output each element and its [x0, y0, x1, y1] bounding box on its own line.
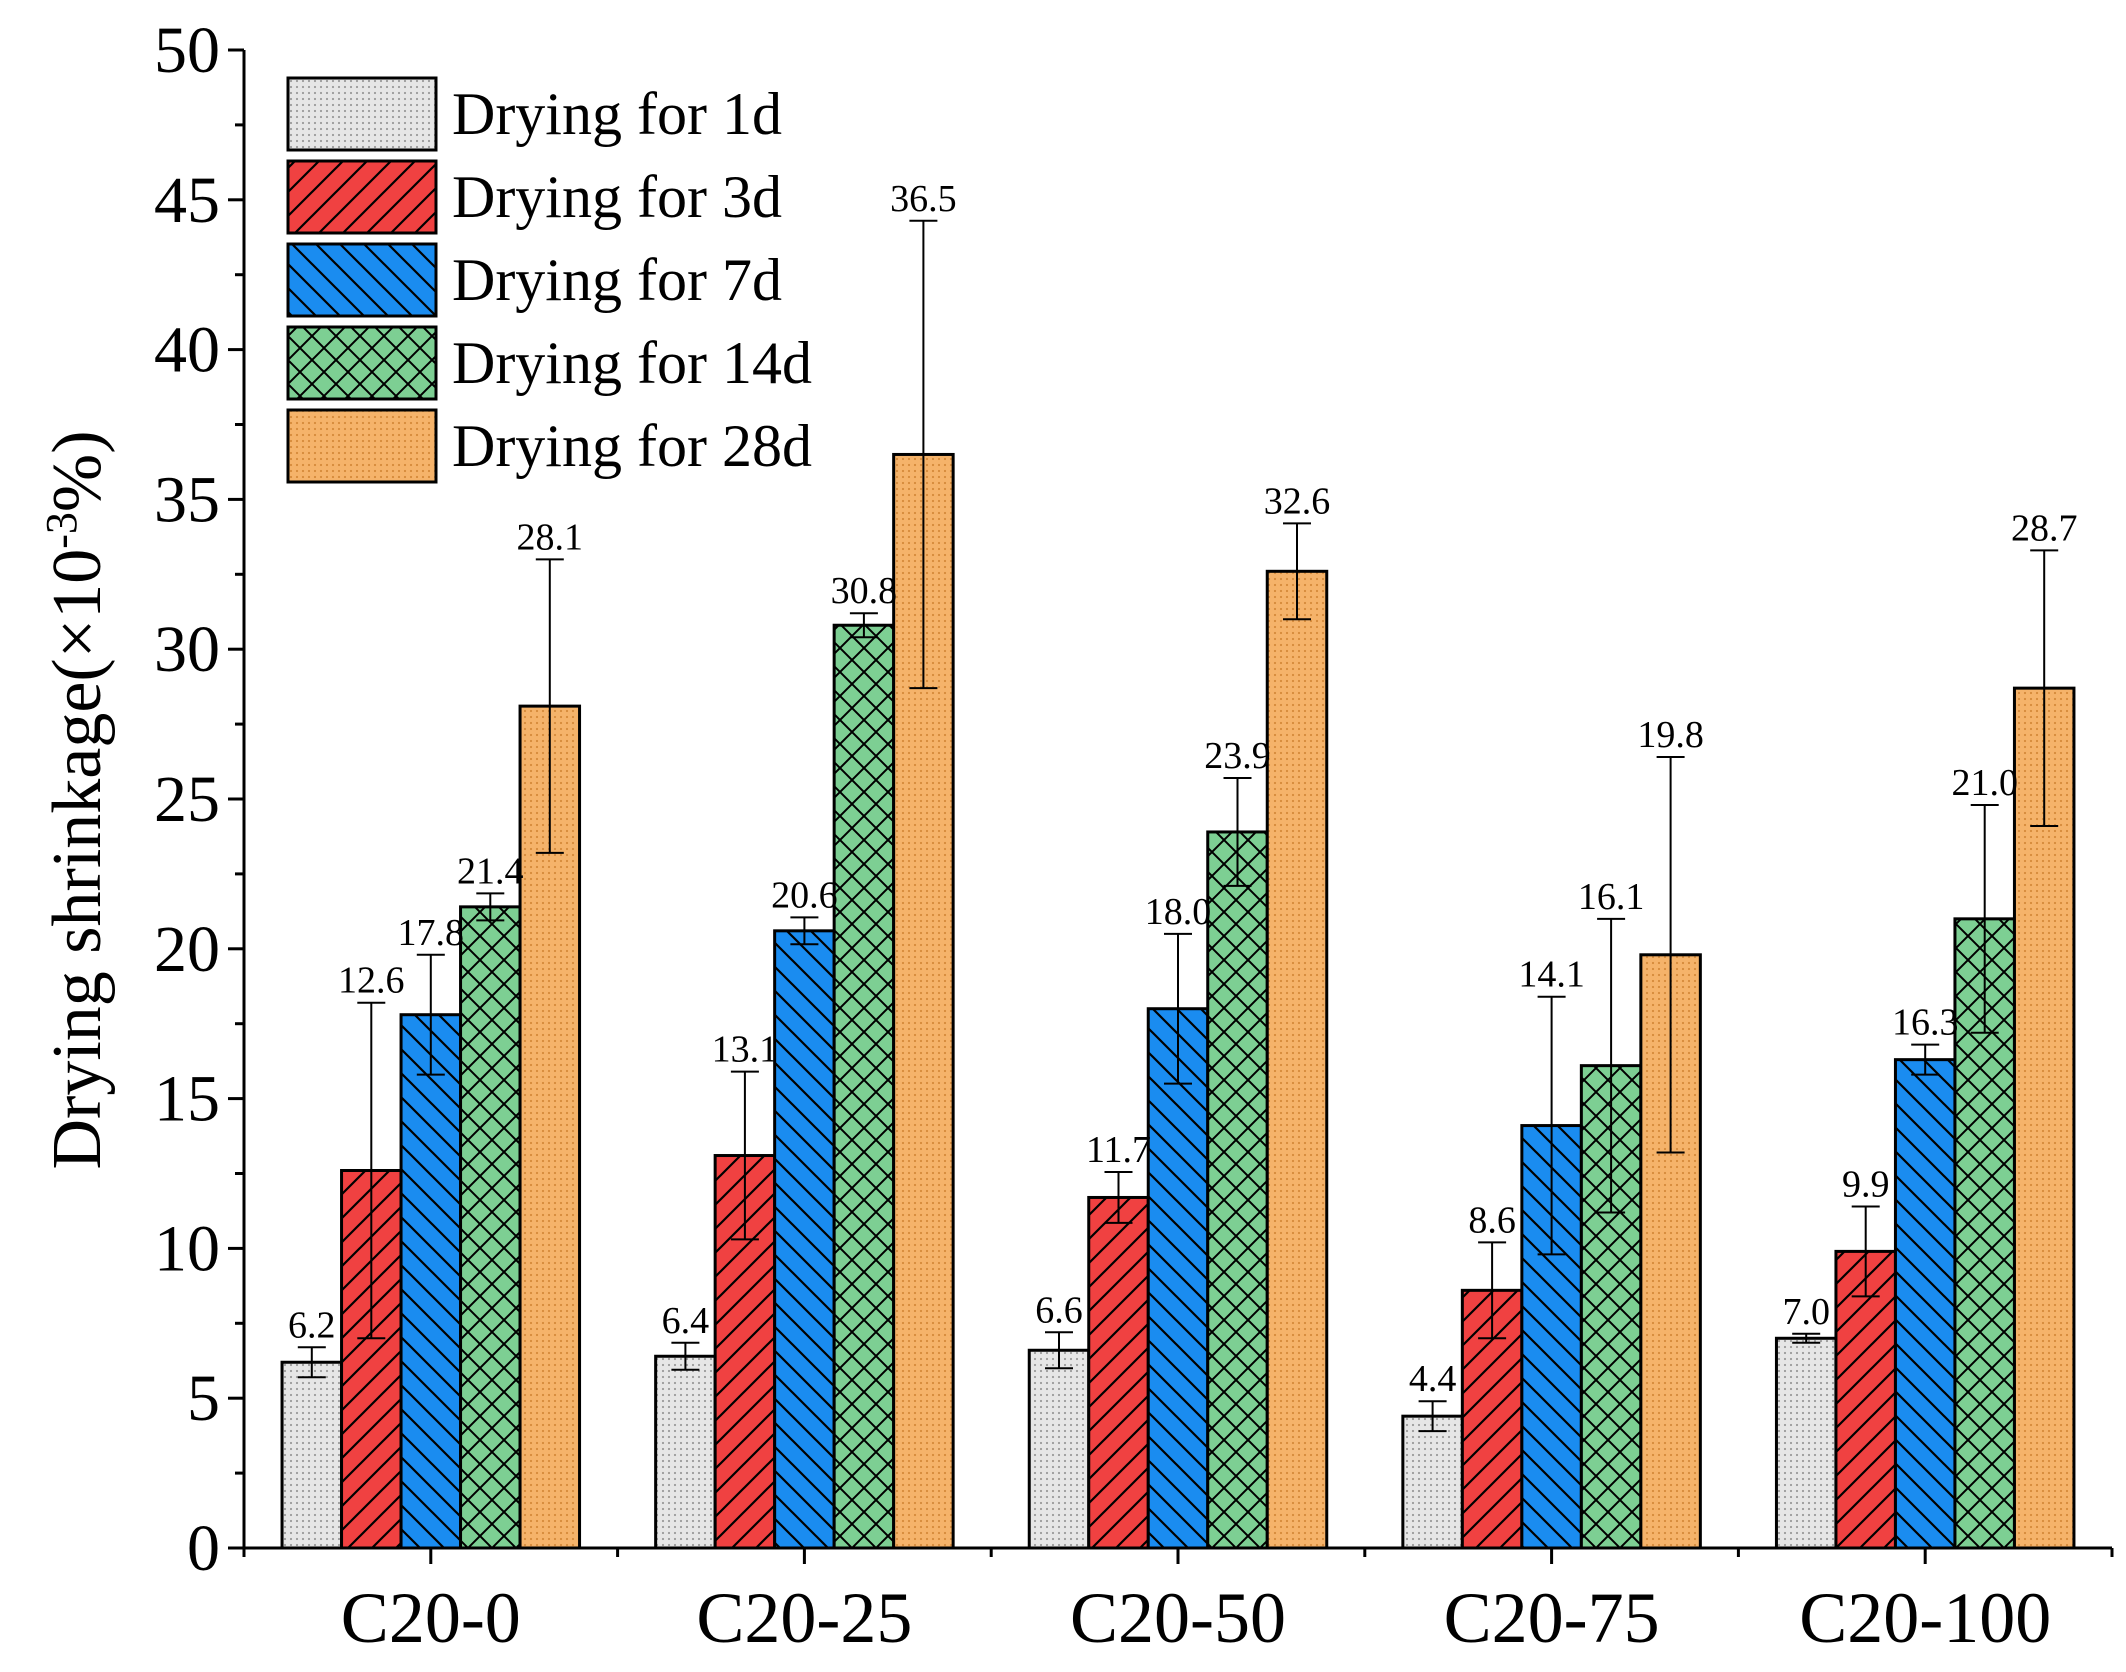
legend-label: Drying for 28d [452, 413, 812, 479]
data-label: 16.1 [1578, 876, 1645, 918]
y-axis-title: Drying shrinkage(×10-3%) [37, 430, 117, 1169]
data-label: 8.6 [1468, 1199, 1516, 1241]
data-label: 23.9 [1204, 735, 1271, 777]
data-labels: 6.2 12.6 17.8 21.4 28.1 6.4 13.1 20.6 30.8 36.5 6.… [288, 178, 2077, 1400]
data-label: 13.1 [712, 1029, 779, 1071]
bar [1774, 1336, 1838, 1550]
data-label: 17.8 [398, 912, 465, 954]
legend-swatch [286, 325, 438, 401]
legend: Drying for 1d Drying for 3d Drying for 7d D… [286, 76, 812, 484]
legend-swatch [286, 76, 438, 152]
y-axis-title-unit: %) [39, 430, 116, 512]
data-label: 28.7 [2011, 507, 2078, 549]
error-bars [297, 219, 2059, 1433]
data-label: 18.0 [1145, 891, 1212, 933]
data-label: 20.6 [771, 874, 838, 916]
bar [1206, 830, 1269, 1550]
x-axis: C20-0 C20-25 C20-50 C20-75 C20-100 [242, 1548, 2114, 1658]
y-tick-label: 20 [154, 913, 220, 986]
legend-label: Drying for 14d [452, 330, 812, 396]
x-tick-label: C20-75 [1444, 1578, 1660, 1658]
y-axis-title-text: Drying shrinkage(×10 [39, 549, 116, 1170]
data-label: 36.5 [890, 178, 957, 220]
x-tick-label: C20-25 [696, 1578, 912, 1658]
data-label: 4.4 [1409, 1358, 1457, 1400]
data-label: 30.8 [831, 570, 898, 612]
y-tick-label: 5 [187, 1362, 220, 1435]
legend-swatch [286, 408, 438, 484]
bar [1027, 1348, 1091, 1550]
legend-label: Drying for 1d [452, 81, 782, 147]
bar [399, 1013, 463, 1550]
data-label: 16.3 [1892, 1002, 1959, 1044]
x-tick-label: C20-100 [1799, 1578, 2051, 1658]
legend-swatch [286, 242, 438, 318]
y-tick-label: 40 [154, 314, 220, 387]
data-label: 19.8 [1637, 714, 1704, 756]
data-label: 28.1 [517, 516, 584, 558]
y-tick-label: 15 [154, 1063, 220, 1136]
bar [1893, 1058, 1957, 1550]
bar [832, 623, 896, 1550]
y-tick-label: 10 [154, 1212, 220, 1285]
y-tick-label: 50 [154, 14, 220, 87]
y-tick-label: 25 [154, 763, 220, 836]
y-axis: 0 5 10 15 20 25 30 35 40 45 50 [154, 14, 244, 1585]
y-tick-label: 45 [154, 164, 220, 237]
legend-swatch [286, 159, 438, 235]
bar [654, 1354, 717, 1550]
data-label: 32.6 [1264, 480, 1331, 522]
data-label: 21.0 [1951, 762, 2018, 804]
bar [1401, 1414, 1464, 1550]
bar [280, 1360, 344, 1550]
data-label: 6.2 [288, 1304, 336, 1346]
data-label: 21.4 [457, 850, 524, 892]
bar [1834, 1249, 1897, 1550]
legend-label: Drying for 3d [452, 164, 782, 230]
bar [773, 929, 836, 1550]
bar [1265, 569, 1329, 1550]
data-label: 11.7 [1086, 1129, 1151, 1171]
y-tick-label: 0 [187, 1512, 220, 1585]
data-label: 6.6 [1035, 1289, 1083, 1331]
svg-text:Drying shrinkage(×10-3%): Drying shrinkage(×10-3%) [37, 430, 117, 1169]
y-tick-label: 35 [154, 463, 220, 536]
legend-label: Drying for 7d [452, 247, 782, 313]
data-label: 12.6 [338, 960, 405, 1002]
bar [1146, 1007, 1210, 1550]
bar [459, 905, 522, 1550]
data-label: 7.0 [1782, 1291, 1830, 1333]
bars [280, 452, 2076, 1550]
bar [1087, 1195, 1150, 1550]
x-tick-label: C20-0 [341, 1578, 521, 1658]
y-axis-title-exponent: -3 [37, 512, 86, 549]
data-label: 14.1 [1518, 954, 1585, 996]
data-label: 6.4 [662, 1300, 710, 1342]
x-tick-label: C20-50 [1070, 1578, 1286, 1658]
y-tick-label: 30 [154, 613, 220, 686]
data-label: 9.9 [1842, 1163, 1890, 1205]
